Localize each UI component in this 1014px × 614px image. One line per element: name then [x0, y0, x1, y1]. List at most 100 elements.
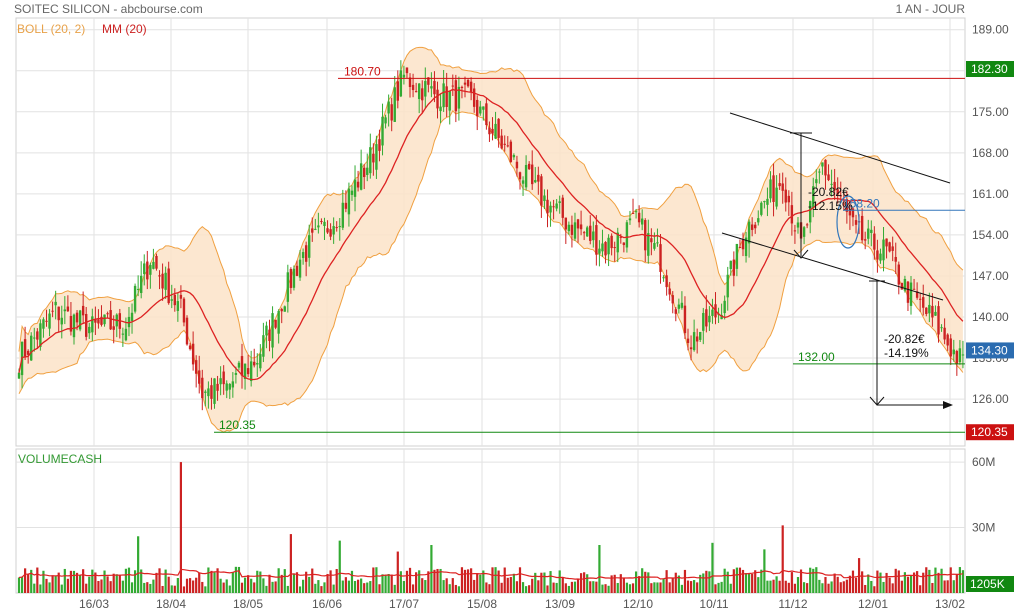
volume-bar	[952, 580, 955, 593]
candle-body	[824, 159, 827, 176]
volume-bar	[384, 575, 387, 593]
volume-bar	[427, 571, 430, 593]
candle-body	[295, 265, 299, 276]
volume-bar	[912, 572, 916, 593]
volume-bar	[854, 577, 858, 593]
candle-body	[870, 229, 873, 233]
candle-body	[937, 306, 940, 335]
candle-body	[836, 189, 839, 195]
candle-body	[393, 87, 396, 122]
volume-bar	[482, 570, 485, 593]
volume-bar	[243, 577, 247, 593]
volume-bar	[201, 581, 204, 593]
candle-body	[833, 181, 836, 191]
volume-badge-label: 1205K	[970, 577, 1005, 591]
candle-body	[686, 338, 690, 343]
candle-body	[411, 84, 415, 91]
candle-body	[879, 253, 882, 261]
volume-bar	[225, 579, 228, 593]
volume-bar	[949, 567, 952, 593]
volume-bar	[424, 580, 427, 593]
period-label: 1 AN - JOUR	[896, 2, 966, 16]
volume-bar	[790, 572, 793, 593]
trend-drawings	[721, 112, 953, 409]
candle-body	[726, 274, 729, 298]
candle-body	[732, 259, 736, 276]
candle-body	[75, 312, 79, 323]
volume-bar	[173, 585, 176, 593]
volume-bar	[839, 582, 842, 593]
volume-bar	[240, 582, 244, 593]
candle-body	[546, 199, 549, 214]
volume-bar	[332, 584, 335, 593]
volume-bar	[112, 573, 115, 593]
candle-body	[894, 256, 897, 262]
volume-bar	[677, 575, 680, 593]
candle-body	[689, 347, 693, 350]
volume-bar	[445, 578, 448, 593]
candle-body	[790, 205, 794, 224]
volume-bar	[662, 578, 665, 593]
candle-body	[219, 378, 222, 385]
volume-bar	[815, 567, 818, 593]
measure-arrow-1-head	[793, 249, 809, 259]
volume-bar	[390, 574, 393, 593]
volume-bar	[45, 578, 48, 593]
volume-bar	[149, 583, 152, 593]
volume-bar	[66, 578, 69, 593]
volume-bar	[616, 582, 619, 593]
candle-body	[601, 243, 604, 252]
volume-bar	[873, 586, 876, 593]
annotation-2-line2: -14.19%	[884, 346, 929, 360]
candle-body	[433, 80, 436, 95]
volume-bar	[598, 545, 601, 593]
candle-body	[225, 383, 228, 391]
candle-body	[130, 312, 134, 321]
candle-body	[347, 188, 351, 215]
bollinger-upper	[18, 46, 964, 359]
candle-body	[106, 313, 109, 315]
volume-bar	[842, 581, 845, 593]
candle-body	[848, 209, 852, 216]
volume-bar	[659, 582, 662, 593]
volume-bar	[106, 576, 109, 593]
candle-body	[317, 225, 320, 228]
volume-bar	[375, 567, 378, 593]
candle-body	[659, 244, 662, 272]
volume-bar	[436, 568, 439, 593]
volume-bar	[631, 583, 635, 593]
candle-body	[506, 145, 509, 147]
volume-bar	[448, 584, 451, 593]
candle-body	[702, 312, 705, 331]
volume-bar	[308, 576, 311, 593]
volume-bar	[268, 574, 271, 593]
candle-body	[961, 354, 965, 356]
volume-bar	[460, 567, 464, 593]
candle-body	[439, 106, 442, 112]
candle-body	[747, 221, 751, 244]
bollinger-fill	[19, 47, 963, 433]
volume-bar	[824, 577, 827, 593]
candle-body	[622, 242, 626, 246]
candle-body	[579, 224, 583, 230]
volume-bar	[479, 574, 482, 593]
volume-bar	[589, 581, 592, 593]
candle-body	[234, 373, 238, 375]
volume-bar	[231, 572, 234, 593]
candle-body	[738, 247, 742, 249]
candle-body	[329, 229, 332, 237]
candle-body	[127, 316, 131, 328]
candle-body	[561, 197, 564, 218]
volume-bar	[396, 551, 399, 593]
candle-body	[503, 143, 506, 145]
volume-bar	[298, 586, 302, 593]
volume-bar	[650, 583, 653, 593]
annotation-2-line1: -20.82€	[884, 332, 925, 346]
volume-bar	[922, 572, 925, 593]
candle-body	[851, 208, 855, 218]
candle-body	[647, 233, 650, 256]
candle-body	[735, 243, 739, 269]
volume-bar	[961, 570, 965, 593]
candle-body	[356, 181, 360, 188]
volume-bar	[356, 579, 360, 593]
